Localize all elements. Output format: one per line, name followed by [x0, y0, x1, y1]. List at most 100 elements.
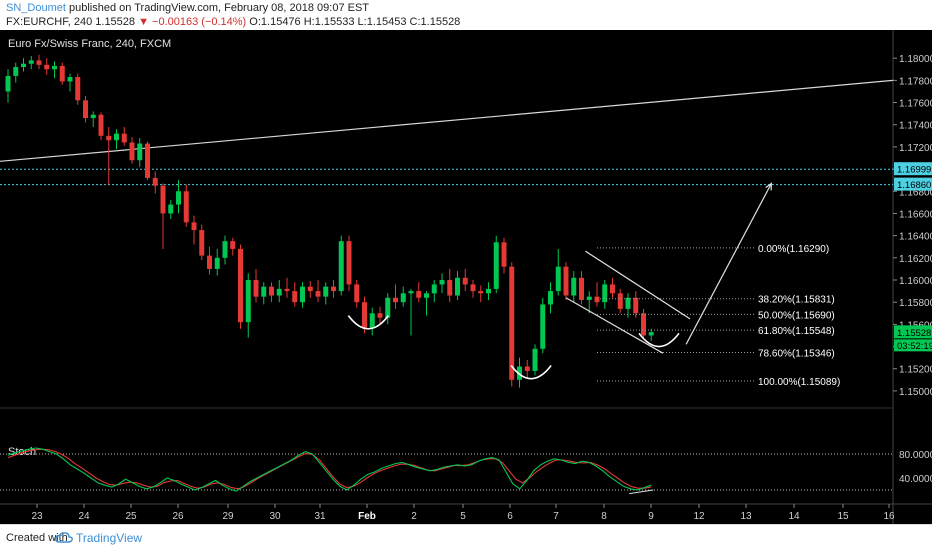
time-tick-label: 8 — [601, 511, 607, 522]
candle-body — [160, 185, 166, 214]
fib-level-label: 0.00%(1.16290) — [758, 244, 829, 255]
projection-arrow-line — [685, 183, 772, 345]
price-tick-label: 1.17200 — [899, 143, 932, 154]
candle-body — [509, 266, 515, 380]
candle-body — [633, 297, 639, 314]
candle-body — [222, 241, 228, 258]
candles — [5, 54, 654, 388]
time-tick-label: 31 — [314, 511, 326, 522]
time-tick-label: 16 — [883, 511, 895, 522]
ohlc-values: O:1.15476 H:1.15533 L:1.15453 C:1.15528 — [249, 16, 461, 28]
candle-body — [98, 114, 104, 136]
candle-body — [393, 297, 398, 303]
candle-body — [36, 60, 42, 65]
candle-body — [641, 313, 646, 336]
candle-body — [13, 67, 19, 76]
countdown-label: 03:52:19 — [897, 341, 932, 352]
channel-upper-line — [585, 250, 691, 320]
time-tick-label: 12 — [693, 511, 705, 522]
price-tag-bg — [894, 177, 932, 191]
fibonacci-retracement: 0.00%(1.16290) 38.20%(1.15831) 50.00%(1.15… — [597, 244, 840, 388]
price-tick-label: 1.17800 — [899, 76, 932, 87]
candle-body — [315, 291, 321, 297]
candle-body — [168, 204, 174, 214]
candle-body — [470, 284, 476, 292]
candle-body — [90, 114, 96, 119]
candle-body — [75, 77, 81, 101]
candle-body — [21, 63, 26, 68]
chart-canvas[interactable]: Euro Fx/Swiss Franc, 240, FXCM Stoch 1.1… — [0, 30, 932, 524]
chart-title: Euro Fx/Swiss Franc, 240, FXCM — [8, 38, 171, 50]
stoch-tick-label: 80.0000 — [899, 450, 932, 461]
candle-body — [400, 293, 406, 303]
candle-body — [292, 291, 298, 303]
candle-body — [648, 332, 654, 336]
price-tag-label: 1.16999 — [897, 165, 931, 176]
candle-body — [486, 288, 491, 294]
candle-body — [284, 288, 290, 292]
time-tick-label: 7 — [553, 511, 559, 522]
candle-body — [245, 280, 251, 323]
candle-body — [129, 142, 135, 161]
price-change: ▼ −0.00163 (−0.14%) — [138, 16, 247, 28]
candle-body — [602, 284, 608, 303]
time-tick-label: 29 — [222, 511, 234, 522]
candle-body — [52, 65, 57, 70]
candle-body — [323, 286, 329, 297]
candle-body — [28, 60, 34, 64]
price-tick-label: 1.15000 — [899, 387, 932, 398]
candle-body — [571, 277, 577, 296]
candle-body — [478, 291, 484, 294]
price-tag-label: 1.15528 — [897, 328, 931, 339]
symbol-line: FX:EURCHF, 240 1.15528 ▼ −0.00163 (−0.14… — [6, 16, 460, 28]
candle-body — [261, 286, 267, 297]
candle-body — [385, 297, 391, 318]
candle-body — [594, 296, 600, 303]
candle-body — [145, 143, 150, 178]
price-tick-label: 1.16200 — [899, 254, 932, 265]
candle-body — [625, 297, 631, 309]
stochastic-pane: 80.0000 40.0000 — [0, 447, 932, 495]
price-tick-label: 1.15800 — [899, 298, 932, 309]
price-tick-label: 1.18000 — [899, 54, 932, 65]
time-tick-label: 5 — [460, 511, 466, 522]
stoch-tick-label: 40.0000 — [899, 474, 932, 485]
price-tick-label: 1.17600 — [899, 99, 932, 110]
candle-body — [424, 293, 429, 298]
candle-body — [276, 288, 282, 296]
author-link[interactable]: SN_Doumet — [6, 2, 66, 14]
time-tick-label: 24 — [78, 511, 90, 522]
candle-body — [455, 277, 460, 296]
time-axis: 23 24 25 26 29 30 31 Feb 2 5 6 7 8 9 12 13 14 15 16 — [31, 504, 895, 522]
candle-body — [493, 242, 499, 289]
time-tick-label: 25 — [125, 511, 137, 522]
fib-level-label: 100.00%(1.15089) — [758, 377, 840, 388]
time-tick-label: 14 — [788, 511, 800, 522]
candle-body — [517, 366, 522, 380]
candle-body — [555, 266, 561, 292]
time-tick-label: 30 — [269, 511, 281, 522]
candle-body — [563, 266, 569, 296]
candle-body — [586, 296, 592, 300]
candle-body — [207, 255, 212, 269]
candle-body — [354, 284, 360, 303]
created-with-text: Created with — [6, 532, 68, 544]
projection-arrow-head — [765, 182, 773, 191]
fib-level-label: 61.80%(1.15548) — [758, 326, 835, 337]
chart-background — [0, 30, 932, 524]
last-price: 1.15528 — [95, 16, 136, 28]
candle-body — [524, 366, 530, 371]
candle-body — [238, 248, 243, 323]
candle-body — [253, 280, 259, 297]
countdown-bg — [894, 339, 932, 352]
bottom-arc — [510, 365, 552, 380]
candle-body — [362, 302, 367, 328]
fib-level-label: 78.60%(1.15346) — [758, 349, 835, 360]
fib-level-label: 38.20%(1.15831) — [758, 295, 835, 306]
price-tag-bg — [894, 162, 932, 176]
footer: Created with TradingView — [0, 524, 932, 551]
tradingview-link[interactable]: TradingView — [76, 531, 143, 545]
candle-body — [269, 286, 274, 296]
candle-body — [230, 241, 236, 249]
price-tick-label: 1.16600 — [899, 209, 932, 220]
